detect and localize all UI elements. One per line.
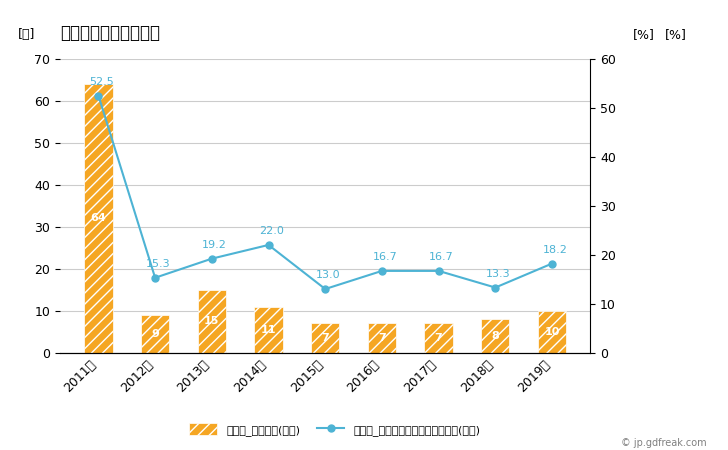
Text: 22.0: 22.0 bbox=[259, 226, 284, 236]
Text: 19.2: 19.2 bbox=[202, 240, 227, 250]
Text: 64: 64 bbox=[90, 213, 106, 223]
Bar bbox=[424, 323, 453, 353]
Text: 7: 7 bbox=[435, 333, 443, 343]
Text: 7: 7 bbox=[321, 333, 329, 343]
Text: 8: 8 bbox=[491, 331, 499, 341]
Bar bbox=[84, 84, 113, 353]
Text: 7: 7 bbox=[378, 333, 386, 343]
Bar bbox=[538, 310, 566, 353]
Bar bbox=[311, 323, 339, 353]
Text: 非木造建築物数の推移: 非木造建築物数の推移 bbox=[60, 24, 160, 42]
Text: 52.5: 52.5 bbox=[89, 77, 114, 87]
Text: 10: 10 bbox=[545, 327, 560, 337]
Bar bbox=[254, 306, 282, 353]
Bar bbox=[197, 290, 226, 353]
Text: 15: 15 bbox=[204, 316, 220, 326]
Legend: 非木造_建築物数(左軸), 非木造_全建築物数にしめるシェア(右軸): 非木造_建築物数(左軸), 非木造_全建築物数にしめるシェア(右軸) bbox=[185, 418, 485, 440]
Text: 9: 9 bbox=[151, 329, 159, 339]
Text: 13.3: 13.3 bbox=[486, 269, 510, 279]
Text: 18.2: 18.2 bbox=[542, 245, 567, 255]
Text: 11: 11 bbox=[261, 324, 276, 335]
Bar bbox=[141, 315, 170, 353]
Text: 16.7: 16.7 bbox=[373, 252, 397, 262]
Bar bbox=[481, 319, 510, 353]
Text: [%]: [%] bbox=[633, 28, 654, 41]
Text: [%]: [%] bbox=[665, 28, 687, 41]
Text: 15.3: 15.3 bbox=[146, 259, 170, 269]
Bar bbox=[368, 323, 396, 353]
Text: 16.7: 16.7 bbox=[429, 252, 454, 262]
Text: 13.0: 13.0 bbox=[316, 270, 341, 280]
Text: © jp.gdfreak.com: © jp.gdfreak.com bbox=[620, 438, 706, 448]
Text: [棟]: [棟] bbox=[17, 28, 35, 41]
